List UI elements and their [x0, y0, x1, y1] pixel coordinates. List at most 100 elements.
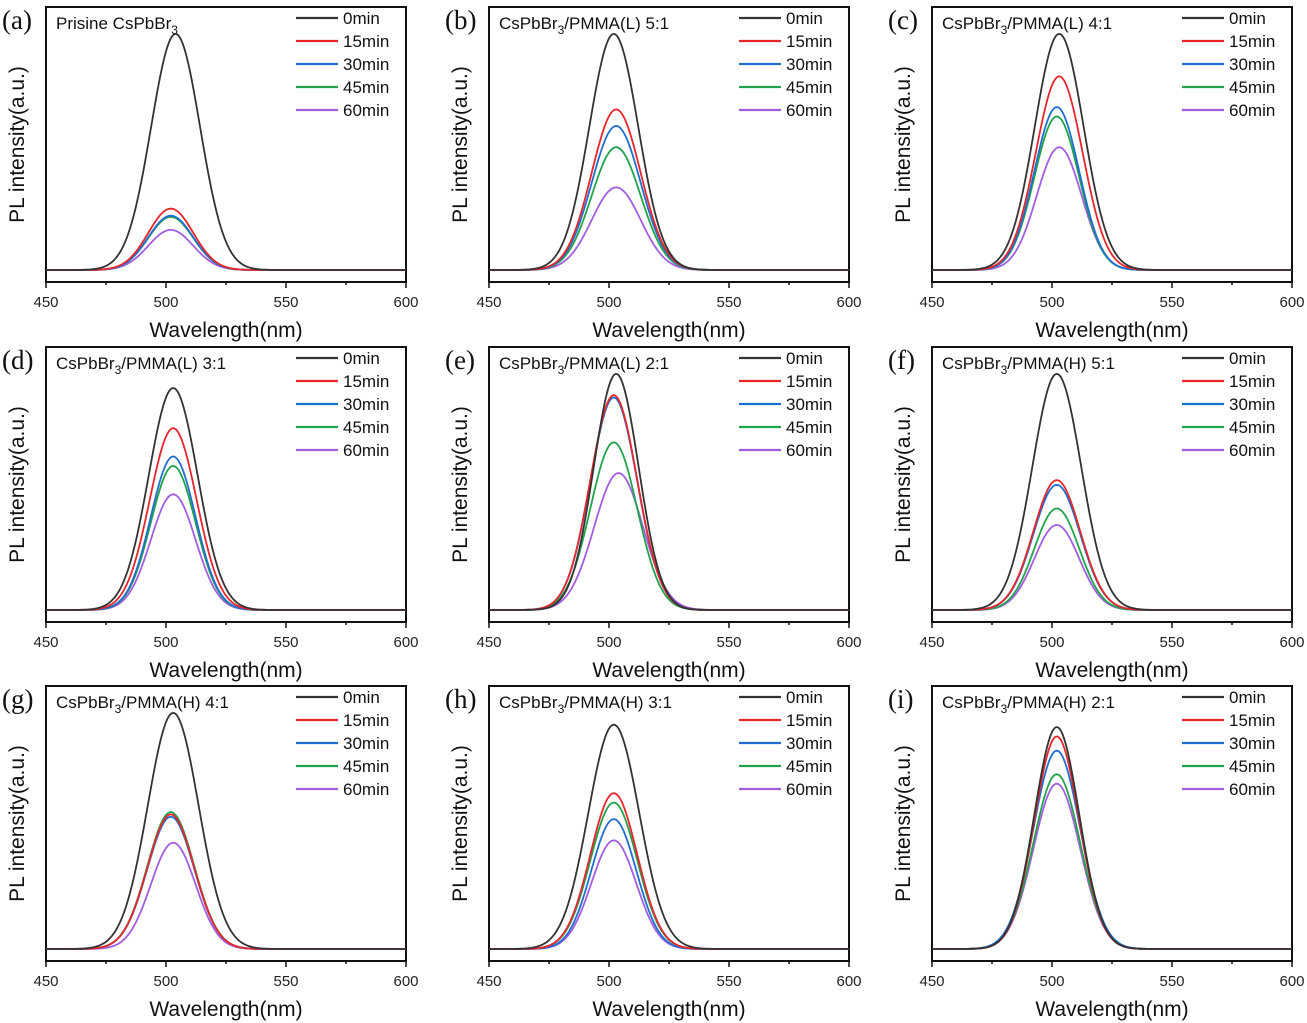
legend-label: 15min	[343, 711, 389, 730]
panel-title: CsPbBr3/PMMA(H) 4:1	[56, 693, 229, 716]
legend-label: 30min	[1229, 734, 1275, 753]
x-axis-label: Wavelength(nm)	[1035, 319, 1188, 342]
x-axis-label: Wavelength(nm)	[592, 998, 745, 1021]
panel-g: (g) 450 500 550 600 Wavelength(nm) PL intensit…	[2, 684, 419, 1021]
series-line-60min	[932, 782, 1292, 950]
y-axis-label: PL intensity(a.u.)	[449, 406, 472, 563]
panel-f: (f) 450 500 550 600 Wavelength(nm) PL intensit…	[888, 345, 1305, 682]
legend-label: 60min	[343, 780, 389, 799]
panel-title: CsPbBr3/PMMA(H) 2:1	[942, 693, 1115, 716]
panel-title: CsPbBr3/PMMA(H) 3:1	[499, 693, 672, 716]
x-tick-label: 550	[1159, 634, 1184, 651]
x-tick-label: 450	[33, 973, 58, 990]
x-tick-label: 450	[476, 634, 501, 651]
panel-letter: (f)	[888, 345, 915, 375]
legend-label: 60min	[1229, 441, 1275, 460]
x-axis-label: Wavelength(nm)	[592, 659, 745, 682]
legend-label: 30min	[343, 55, 389, 74]
x-tick-label: 500	[1039, 973, 1064, 990]
legend-label: 60min	[343, 441, 389, 460]
series-line-60min	[932, 146, 1292, 271]
x-tick-label: 450	[33, 634, 58, 651]
y-axis-label: PL intensity(a.u.)	[6, 406, 29, 563]
series-line-15min	[489, 108, 849, 271]
legend-label: 0min	[786, 349, 823, 368]
series-line-30min	[489, 125, 849, 271]
panel-letter: (e)	[445, 345, 475, 375]
legend-label: 60min	[1229, 101, 1275, 120]
y-axis-label: PL intensity(a.u.)	[892, 66, 915, 223]
legend-label: 45min	[786, 78, 832, 97]
series-line-60min	[46, 229, 406, 271]
x-tick-label: 500	[153, 294, 178, 311]
legend-label: 0min	[786, 688, 823, 707]
x-tick-label: 450	[33, 294, 58, 311]
legend-label: 0min	[1229, 9, 1266, 28]
legend-label: 60min	[786, 780, 832, 799]
series-line-60min	[489, 472, 849, 611]
x-tick-label: 600	[1279, 634, 1304, 651]
x-tick-label: 600	[1279, 294, 1304, 311]
x-tick-label: 500	[596, 973, 621, 990]
legend-label: 45min	[1229, 78, 1275, 97]
legend-label: 45min	[786, 418, 832, 437]
series-line-0min	[489, 723, 849, 950]
legend-label: 30min	[786, 395, 832, 414]
panel-b: (b) 450 500 550 600 Wavelength(nm) PL intensit…	[445, 5, 862, 342]
panel-title: CsPbBr3/PMMA(L) 5:1	[499, 14, 669, 37]
series-line-45min	[489, 441, 849, 611]
x-tick-label: 600	[836, 634, 861, 651]
panel-letter: (c)	[888, 5, 918, 35]
legend-label: 45min	[343, 757, 389, 776]
panel-title: CsPbBr3/PMMA(L) 3:1	[56, 354, 226, 377]
x-axis-label: Wavelength(nm)	[149, 998, 302, 1021]
series-line-60min	[489, 839, 849, 950]
panel-letter: (a)	[2, 5, 32, 35]
y-axis-label: PL intensity(a.u.)	[6, 66, 29, 223]
legend-label: 60min	[343, 101, 389, 120]
legend-label: 0min	[343, 349, 380, 368]
y-axis-label: PL intensity(a.u.)	[6, 745, 29, 902]
panel-e: (e) 450 500 550 600 Wavelength(nm) PL intensit…	[445, 345, 862, 682]
panel-d: (d) 450 500 550 600 Wavelength(nm) PL intensit…	[2, 345, 419, 682]
panel-c: (c) 450 500 550 600 Wavelength(nm) PL intensit…	[888, 5, 1305, 342]
series-line-45min	[46, 811, 406, 950]
x-tick-label: 600	[393, 634, 418, 651]
x-tick-label: 500	[596, 634, 621, 651]
panel-letter: (i)	[888, 684, 913, 714]
x-axis-label: Wavelength(nm)	[1035, 659, 1188, 682]
legend-label: 30min	[1229, 395, 1275, 414]
series-line-0min	[46, 712, 406, 950]
x-tick-label: 450	[919, 634, 944, 651]
x-tick-label: 450	[476, 973, 501, 990]
x-axis-label: Wavelength(nm)	[592, 319, 745, 342]
legend-label: 45min	[1229, 418, 1275, 437]
legend-label: 0min	[343, 688, 380, 707]
legend-label: 15min	[1229, 711, 1275, 730]
x-tick-label: 500	[1039, 294, 1064, 311]
x-axis-label: Wavelength(nm)	[149, 319, 302, 342]
y-axis-label: PL intensity(a.u.)	[892, 406, 915, 563]
series-line-30min	[46, 815, 406, 950]
legend-label: 45min	[343, 78, 389, 97]
x-tick-label: 600	[393, 973, 418, 990]
series-line-45min	[932, 773, 1292, 950]
series-line-0min	[489, 373, 849, 611]
x-tick-label: 500	[153, 973, 178, 990]
x-tick-label: 550	[716, 634, 741, 651]
legend-label: 15min	[343, 32, 389, 51]
series-line-15min	[46, 207, 406, 271]
legend-label: 30min	[1229, 55, 1275, 74]
legend-label: 0min	[343, 9, 380, 28]
legend-label: 60min	[786, 101, 832, 120]
legend-label: 15min	[786, 372, 832, 391]
legend-label: 15min	[786, 32, 832, 51]
legend-label: 30min	[786, 55, 832, 74]
y-axis-label: PL intensity(a.u.)	[449, 66, 472, 223]
legend-label: 15min	[1229, 32, 1275, 51]
y-axis-label: PL intensity(a.u.)	[892, 745, 915, 902]
x-tick-label: 500	[153, 634, 178, 651]
panel-a: (a) 450 500 550 600 Wavelength(nm) PL intensit…	[2, 5, 419, 342]
series-line-60min	[46, 493, 406, 611]
